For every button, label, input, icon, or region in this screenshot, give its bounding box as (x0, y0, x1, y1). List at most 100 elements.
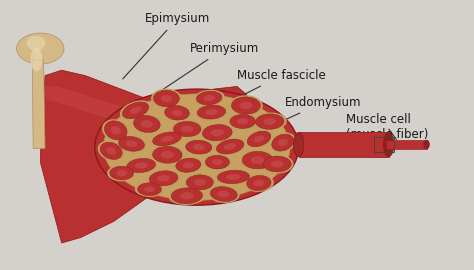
Ellipse shape (171, 120, 203, 138)
Ellipse shape (168, 187, 205, 205)
Ellipse shape (102, 119, 129, 141)
Ellipse shape (261, 154, 293, 174)
Ellipse shape (193, 144, 205, 150)
Ellipse shape (217, 139, 244, 154)
Ellipse shape (197, 105, 226, 119)
Ellipse shape (254, 180, 264, 187)
Ellipse shape (172, 110, 182, 116)
Ellipse shape (263, 156, 291, 172)
Ellipse shape (227, 113, 258, 130)
Ellipse shape (264, 118, 276, 125)
Ellipse shape (208, 185, 240, 203)
Ellipse shape (183, 139, 215, 156)
Ellipse shape (126, 140, 137, 147)
Text: Epimysium: Epimysium (123, 12, 210, 79)
Ellipse shape (226, 174, 241, 180)
Ellipse shape (146, 169, 181, 187)
Ellipse shape (161, 95, 172, 102)
Ellipse shape (127, 158, 155, 173)
Text: Endomysium: Endomysium (239, 96, 361, 141)
Ellipse shape (150, 145, 185, 165)
Ellipse shape (161, 151, 174, 158)
Polygon shape (152, 94, 246, 157)
Ellipse shape (171, 188, 202, 204)
Ellipse shape (278, 139, 288, 146)
Ellipse shape (203, 154, 232, 171)
Ellipse shape (104, 121, 127, 140)
Ellipse shape (212, 159, 223, 165)
Ellipse shape (176, 158, 201, 172)
Ellipse shape (242, 151, 273, 169)
Ellipse shape (231, 97, 260, 114)
Ellipse shape (122, 102, 149, 119)
Ellipse shape (202, 124, 232, 141)
Ellipse shape (230, 114, 255, 129)
Text: Muscle cell
(muscle fiber): Muscle cell (muscle fiber) (346, 113, 428, 141)
Ellipse shape (157, 175, 170, 182)
Ellipse shape (210, 187, 237, 201)
Ellipse shape (186, 175, 213, 190)
Ellipse shape (184, 173, 216, 191)
Ellipse shape (247, 131, 271, 147)
Ellipse shape (27, 36, 46, 51)
Ellipse shape (194, 179, 206, 186)
Ellipse shape (200, 123, 235, 142)
Ellipse shape (182, 162, 194, 168)
Ellipse shape (253, 113, 287, 131)
Ellipse shape (100, 142, 122, 160)
Ellipse shape (124, 157, 158, 174)
Ellipse shape (224, 143, 237, 150)
Ellipse shape (154, 90, 179, 107)
Ellipse shape (131, 114, 163, 134)
Ellipse shape (210, 129, 224, 136)
Ellipse shape (135, 162, 147, 169)
Ellipse shape (144, 186, 155, 192)
Ellipse shape (194, 90, 225, 106)
Ellipse shape (424, 140, 429, 149)
Ellipse shape (255, 114, 284, 129)
Ellipse shape (214, 169, 252, 185)
Ellipse shape (106, 147, 116, 155)
Ellipse shape (240, 150, 275, 170)
Ellipse shape (271, 160, 283, 168)
Ellipse shape (203, 95, 215, 101)
Circle shape (95, 89, 299, 205)
Ellipse shape (181, 126, 193, 132)
Ellipse shape (162, 104, 192, 122)
Ellipse shape (110, 166, 134, 180)
Ellipse shape (30, 47, 43, 72)
Ellipse shape (293, 132, 304, 157)
Ellipse shape (153, 146, 182, 163)
Ellipse shape (120, 100, 151, 120)
Ellipse shape (237, 118, 248, 124)
Ellipse shape (118, 136, 145, 151)
Ellipse shape (149, 171, 178, 186)
Ellipse shape (180, 192, 194, 199)
Ellipse shape (110, 126, 121, 135)
Ellipse shape (151, 89, 182, 108)
Ellipse shape (251, 156, 264, 164)
Circle shape (103, 94, 290, 200)
Polygon shape (299, 132, 389, 157)
Ellipse shape (205, 109, 218, 115)
Ellipse shape (135, 181, 164, 197)
Ellipse shape (246, 176, 271, 191)
Ellipse shape (217, 170, 249, 184)
Ellipse shape (107, 165, 136, 181)
Ellipse shape (269, 133, 296, 153)
Ellipse shape (195, 103, 228, 121)
Ellipse shape (196, 91, 222, 105)
Ellipse shape (205, 155, 229, 169)
Ellipse shape (130, 107, 141, 114)
Ellipse shape (229, 95, 263, 116)
Polygon shape (45, 86, 237, 124)
Ellipse shape (98, 141, 125, 161)
Ellipse shape (218, 191, 230, 197)
Ellipse shape (134, 116, 160, 133)
Ellipse shape (164, 106, 189, 120)
Ellipse shape (153, 132, 182, 146)
Text: Muscle fascicle: Muscle fascicle (182, 69, 326, 126)
Ellipse shape (173, 122, 201, 137)
Polygon shape (40, 70, 246, 243)
Ellipse shape (173, 157, 203, 174)
